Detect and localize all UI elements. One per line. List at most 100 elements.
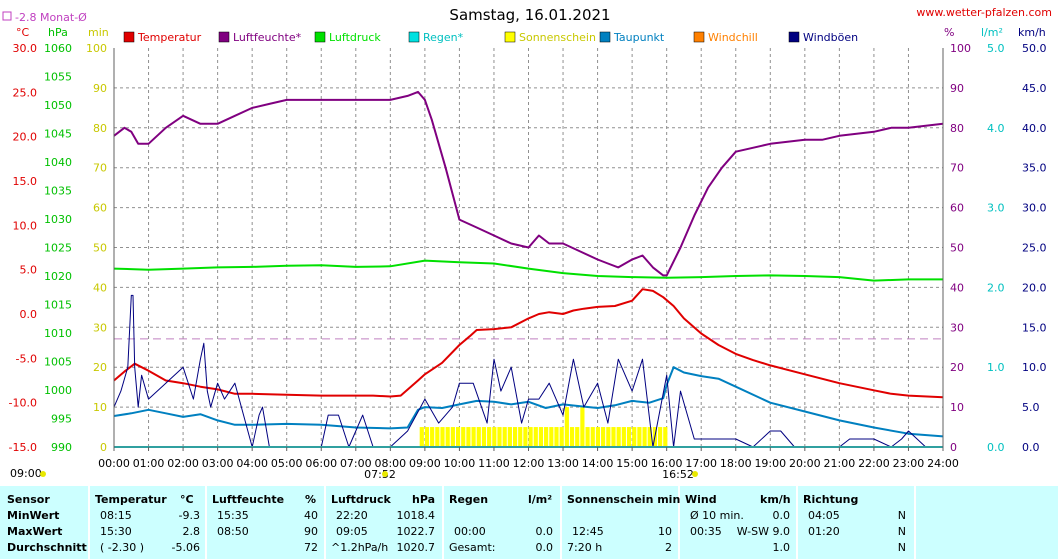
tick-label-wind: 40.0 — [1022, 122, 1047, 135]
tick-label-pressure: 1050 — [44, 99, 72, 112]
axis-unit-sunshine: min — [88, 26, 109, 39]
max-rain-time: 00:00 — [454, 525, 486, 538]
tick-label-temperature: 0.0 — [20, 308, 38, 321]
legend-swatch-temperatur — [123, 31, 135, 43]
tick-label-wind: 50.0 — [1022, 42, 1047, 55]
summary-table: Sensor Temperatur °C Luftfeuchte % Luftd… — [0, 486, 1058, 559]
sunshine-bar — [585, 427, 590, 447]
x-tick-label: 06:00 — [305, 457, 337, 470]
sunshine-bar — [559, 427, 564, 447]
sunshine-bar — [424, 427, 430, 447]
sunshine-bar — [435, 427, 440, 447]
avg-temp-monthly: ( -2.30 ) — [100, 541, 145, 554]
table-separator — [205, 486, 207, 559]
min-pressure-value: 1018.4 — [396, 509, 436, 522]
x-tick-label: 24:00 — [927, 457, 959, 470]
tick-label-sunshine: 40 — [93, 281, 107, 294]
total-rain-value: 0.0 — [535, 541, 554, 554]
tick-label-humidity: 70 — [950, 162, 964, 175]
x-axis-start-time-label: 09:00 — [10, 467, 42, 480]
header-sensor: Sensor — [7, 493, 50, 506]
sunshine-bar — [507, 427, 512, 447]
tick-label-wind: 20.0 — [1022, 281, 1047, 294]
sunrise-label: 07:52 — [364, 468, 396, 481]
series-line-taupunkt — [113, 366, 944, 438]
tick-label-pressure: 1040 — [44, 156, 72, 169]
legend-swatch-sonnenschein — [504, 31, 516, 43]
x-tick-label: 21:00 — [824, 457, 856, 470]
avg-sunshine-value: 2 — [665, 541, 672, 554]
tick-label-sunshine: 30 — [93, 321, 107, 334]
total-rain-label: Gesamt: — [449, 541, 496, 554]
tick-label-wind: 35.0 — [1022, 162, 1047, 175]
axis-unit-pressure: hPa — [48, 26, 68, 39]
x-tick-label: 03:00 — [202, 457, 234, 470]
legend-swatch-luftfeuchte — [218, 31, 230, 43]
x-tick-label: 09:00 — [409, 457, 441, 470]
monthly-average-label: -2.8 Monat-Ø — [15, 11, 87, 24]
tick-label-temperature: 20.0 — [13, 131, 38, 144]
table-separator — [678, 486, 680, 559]
x-tick-label: 18:00 — [720, 457, 752, 470]
tick-label-rain: 2.0 — [987, 281, 1005, 294]
sunshine-bar — [575, 427, 580, 447]
legend-swatch-luftdruck — [314, 31, 326, 43]
header-direction: Richtung — [803, 493, 859, 506]
min-temp-value: -9.3 — [178, 509, 200, 522]
sunshine-bar — [621, 427, 626, 447]
sunshine-bar — [419, 427, 424, 447]
sunshine-bar — [461, 427, 466, 447]
legend-label-luftdruck: Luftdruck — [329, 31, 381, 44]
tick-label-pressure: 1035 — [44, 185, 72, 198]
x-tick-label: 02:00 — [167, 457, 199, 470]
sunshine-bar — [523, 427, 528, 447]
total-sunshine-hours: 7:20 h — [567, 541, 603, 554]
x-tick-label: 15:00 — [616, 457, 648, 470]
tick-label-sunshine: 50 — [93, 242, 107, 255]
axis-unit-humidity: % — [944, 26, 954, 39]
series-line-windböen — [113, 294, 943, 448]
source-link[interactable]: www.wetter-pfalzen.com — [916, 6, 1052, 19]
max-sunshine-time: 12:45 — [572, 525, 604, 538]
tick-label-sunshine: 90 — [93, 82, 107, 95]
tick-label-wind: 25.0 — [1022, 242, 1047, 255]
sunshine-bar — [549, 427, 554, 447]
table-separator — [914, 486, 916, 559]
x-tick-label: 00:00 — [98, 457, 130, 470]
min-direction-time: 04:05 — [808, 509, 840, 522]
header-humidity-unit: % — [305, 493, 317, 506]
x-axis-start-sun-icon — [40, 471, 46, 477]
table-separator — [796, 486, 798, 559]
sunshine-bar — [512, 427, 518, 447]
header-temperature-unit: °C — [180, 493, 194, 506]
tick-label-sunshine: 10 — [93, 401, 107, 414]
x-tick-label: 23:00 — [893, 457, 925, 470]
max-wind-value: W-SW 9.0 — [736, 525, 790, 538]
sunshine-bar — [580, 407, 585, 447]
tick-label-pressure: 1030 — [44, 213, 72, 226]
tick-label-pressure: 1060 — [44, 42, 72, 55]
sunset-sun-icon — [692, 471, 698, 477]
tick-label-temperature: -5.0 — [16, 352, 37, 365]
max-rain-value: 0.0 — [535, 525, 554, 538]
tick-label-pressure: 1010 — [44, 327, 72, 340]
tick-label-temperature: 15.0 — [13, 175, 38, 188]
tick-label-pressure: 1045 — [44, 128, 72, 141]
row-label-average: Durchschnitt — [7, 541, 87, 554]
tick-label-pressure: 1000 — [44, 384, 72, 397]
weather-chart: 30.0 25.0 20.0 15.0 10.0 5.0 0.0 -5.0 -10.0 -15.0… — [2, 6, 1052, 481]
legend-label-regen: Regen* — [423, 31, 464, 44]
tick-label-humidity: 100 — [950, 42, 971, 55]
tick-label-temperature: 10.0 — [13, 219, 38, 232]
avg-direction-value: N — [897, 541, 906, 554]
table-separator — [324, 486, 326, 559]
sunshine-bar — [445, 427, 450, 447]
sunshine-bar — [502, 427, 507, 447]
max-sunshine-value: 10 — [658, 525, 672, 538]
sunshine-bar — [569, 427, 575, 447]
tick-label-humidity: 0 — [950, 441, 957, 454]
header-rain-unit: l/m² — [528, 493, 553, 506]
table-separator — [442, 486, 444, 559]
sunshine-bars — [419, 407, 668, 447]
avg-pressure-value: 1020.7 — [396, 541, 436, 554]
